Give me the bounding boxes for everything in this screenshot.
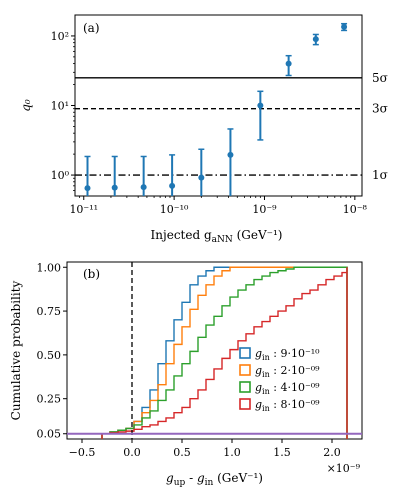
legend-entry-3: gin : 4·10⁻⁰⁹ (255, 381, 320, 396)
x-tick-label: 10⁻⁸ (343, 203, 368, 216)
x-tick-label: 0.0 (123, 446, 141, 459)
data-point-5 (198, 174, 205, 181)
y-tick-label: 0.25 (37, 393, 62, 406)
cdf-step-series-4 (101, 267, 348, 439)
x-tick-label: 10⁻⁹ (252, 203, 277, 216)
data-point-8 (285, 60, 292, 67)
legend-swatch-3 (239, 381, 251, 393)
legend-sub: in (262, 404, 270, 413)
legend-sub: in (262, 353, 270, 362)
panel-a-label: (a) (83, 21, 100, 35)
legend-g: g (255, 364, 262, 377)
y-tick-label: 0.50 (37, 349, 62, 362)
panel-b-step-series (101, 266, 348, 439)
legend-swatch-4 (239, 398, 251, 410)
panel-a-y-ticks: 10⁰ 10¹ 10² (51, 30, 75, 191)
panel-b-axes-frame (66, 261, 363, 440)
data-point-1 (84, 185, 91, 192)
panel-b-x-ticks: −0.5 0.0 0.5 1.0 1.5 2.0 (69, 439, 341, 459)
x-tick-label: 10⁻¹⁰ (160, 203, 189, 216)
data-point-2 (111, 184, 118, 191)
panel-a-x-axis-label-sub: aNN (212, 235, 233, 245)
panel-b: −0.5 0.0 0.5 1.0 1.5 2.0 0.05 0.25 0.50 0.75 1.00… (9, 261, 363, 488)
data-point-4 (169, 182, 176, 189)
legend-value: : 4·10⁻⁰⁹ (270, 381, 320, 394)
panel-a-points (84, 22, 348, 196)
legend-g: g (255, 347, 262, 360)
legend-sub: in (262, 387, 270, 396)
legend-entry-4: gin : 8·10⁻⁰⁹ (255, 398, 320, 413)
legend-value: : 8·10⁻⁰⁹ (270, 398, 320, 411)
panel-a-axes-frame (74, 14, 363, 197)
cdf-step-series-3 (101, 266, 348, 439)
y-tick-label: 10⁰ (51, 169, 70, 182)
data-point-9 (312, 36, 319, 43)
panel-b-x-axis-label-unit: (GeV⁻¹) (213, 471, 263, 485)
panel-b-x-axis-label-minus: - (185, 471, 197, 485)
x-tick-label: 1.0 (223, 446, 241, 459)
significance-label-1: 5σ (372, 71, 388, 85)
panel-a-significance-lines: 5σ 3σ 1σ (75, 71, 388, 182)
legend-entry-1: gin : 9·10⁻¹⁰ (255, 347, 320, 362)
y-tick-label: 10¹ (51, 100, 69, 113)
y-tick-label: 1.00 (37, 261, 62, 274)
panel-a-x-ticks: 10⁻¹¹ 10⁻¹⁰ 10⁻⁹ 10⁻⁸ (69, 196, 368, 216)
panel-a-y-axis-label: q₀ (19, 99, 33, 112)
data-point-3 (140, 184, 147, 191)
panel-a-x-axis-label-unit: (GeV⁻¹) (233, 228, 283, 242)
panel-b-x-axis-label-sub2: in (205, 478, 214, 488)
x-tick-label: 2.0 (323, 446, 341, 459)
legend-value: : 2·10⁻⁰⁹ (270, 364, 320, 377)
data-point-6 (227, 151, 234, 158)
panel-b-y-axis-label: Cumulative probability (9, 280, 23, 420)
panel-a-x-axis-label-main: Injected g (151, 228, 212, 242)
legend-swatch-2 (239, 364, 251, 376)
panel-b-label: (b) (83, 267, 100, 281)
data-point-7 (257, 102, 264, 109)
legend-swatch-1 (239, 347, 251, 359)
x-tick-label: 10⁻¹¹ (69, 203, 98, 216)
significance-label-3: 1σ (372, 168, 388, 182)
x-tick-label: −0.5 (69, 446, 96, 459)
significance-label-2: 3σ (372, 102, 388, 116)
panel-b-reference-lines (67, 262, 362, 439)
legend-entry-2: gin : 2·10⁻⁰⁹ (255, 364, 320, 379)
panel-b-y-ticks: 0.05 0.25 0.50 0.75 1.00 (37, 261, 67, 441)
legend-sub: in (262, 370, 270, 379)
legend-value: : 9·10⁻¹⁰ (270, 347, 320, 360)
y-tick-label: 0.75 (37, 305, 62, 318)
data-point-10 (341, 23, 348, 30)
panel-b-x-axis-label-sub1: up (174, 478, 186, 488)
y-tick-label: 0.05 (37, 428, 62, 441)
panel-b-x-axis-label-g2: g (197, 471, 205, 485)
panel-b-x-multiplier: ×10⁻⁹ (327, 462, 361, 475)
legend-g: g (255, 398, 262, 411)
y-tick-label: 10² (51, 30, 69, 43)
panel-a-x-axis-label: Injected gaNN (GeV⁻¹) (151, 228, 283, 245)
x-tick-label: 1.5 (273, 446, 291, 459)
legend-g: g (255, 381, 262, 394)
panel-b-x-axis-label-g1: g (166, 471, 174, 485)
x-tick-label: 0.5 (173, 446, 191, 459)
panel-b-x-axis-label: gup - gin (GeV⁻¹) (166, 471, 263, 488)
